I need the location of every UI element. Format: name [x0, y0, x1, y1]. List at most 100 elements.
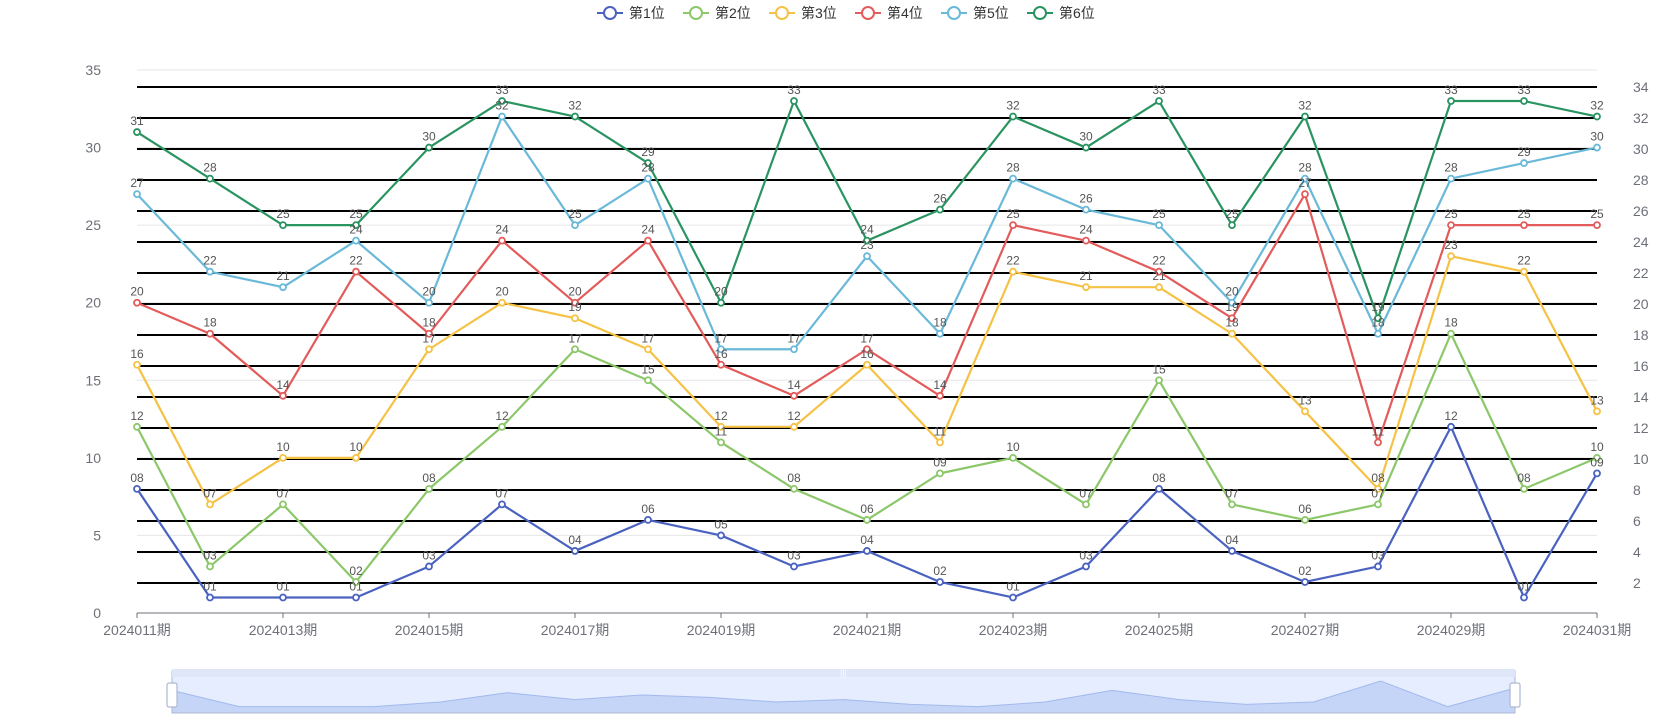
data-point[interactable]: [1520, 159, 1528, 167]
data-point[interactable]: [936, 391, 944, 400]
data-point[interactable]: [1593, 143, 1601, 152]
data-point[interactable]: [425, 143, 433, 152]
data-point[interactable]: [279, 500, 287, 509]
data-point[interactable]: [1520, 267, 1528, 276]
data-point[interactable]: [425, 562, 433, 571]
data-point[interactable]: [1447, 97, 1455, 105]
data-point[interactable]: [717, 360, 725, 369]
data-point[interactable]: [1155, 484, 1163, 493]
data-point[interactable]: [1155, 97, 1163, 105]
data-point[interactable]: [1593, 453, 1601, 462]
legend-item-3[interactable]: 第3位: [769, 5, 837, 21]
data-point[interactable]: [1374, 484, 1382, 493]
data-point[interactable]: [1374, 438, 1382, 447]
data-point[interactable]: [1082, 562, 1090, 571]
data-point[interactable]: [1593, 469, 1601, 478]
data-point[interactable]: [206, 593, 214, 602]
data-point[interactable]: [1155, 267, 1163, 276]
data-point[interactable]: [790, 562, 798, 571]
data-point[interactable]: [1082, 143, 1090, 152]
data-point[interactable]: [1520, 484, 1528, 493]
data-point[interactable]: [498, 298, 506, 307]
data-point[interactable]: [279, 221, 287, 230]
data-point[interactable]: [863, 360, 871, 369]
data-point[interactable]: [936, 205, 944, 214]
data-point[interactable]: [790, 422, 798, 431]
data-point[interactable]: [498, 422, 506, 431]
data-point[interactable]: [1082, 205, 1090, 214]
data-point[interactable]: [1374, 500, 1382, 509]
data-point[interactable]: [717, 531, 725, 540]
data-point[interactable]: [1155, 221, 1163, 230]
data-point[interactable]: [1301, 190, 1309, 199]
zoom-handle-left[interactable]: [166, 682, 178, 708]
data-point[interactable]: [133, 190, 141, 199]
data-point[interactable]: [425, 484, 433, 493]
data-point[interactable]: [498, 500, 506, 509]
data-point[interactable]: [1301, 407, 1309, 416]
data-point[interactable]: [279, 283, 287, 292]
data-point[interactable]: [644, 516, 652, 524]
data-point[interactable]: [1228, 314, 1236, 323]
data-point[interactable]: [571, 345, 579, 354]
data-point[interactable]: [206, 174, 214, 183]
data-point[interactable]: [717, 345, 725, 354]
data-point[interactable]: [1447, 221, 1455, 230]
data-point[interactable]: [279, 593, 287, 602]
data-point[interactable]: [1228, 298, 1236, 307]
data-point[interactable]: [644, 159, 652, 167]
data-point[interactable]: [1009, 593, 1017, 602]
data-point[interactable]: [1228, 547, 1236, 555]
data-point[interactable]: [863, 345, 871, 354]
data-point[interactable]: [790, 391, 798, 400]
data-point[interactable]: [425, 345, 433, 354]
data-point[interactable]: [1155, 376, 1163, 385]
data-point[interactable]: [790, 484, 798, 493]
data-point[interactable]: [936, 438, 944, 447]
legend[interactable]: 第1位 第2位 第3位 第4位 第5位 第6位: [597, 5, 1095, 21]
legend-item-1[interactable]: 第1位: [597, 5, 665, 21]
data-point[interactable]: [1082, 236, 1090, 245]
data-point[interactable]: [279, 453, 287, 462]
data-point[interactable]: [1082, 283, 1090, 292]
data-point[interactable]: [1447, 252, 1455, 261]
data-point[interactable]: [717, 298, 725, 307]
data-point[interactable]: [1520, 221, 1528, 230]
data-point[interactable]: [717, 422, 725, 431]
data-point[interactable]: [644, 236, 652, 245]
data-point[interactable]: [717, 438, 725, 447]
data-point[interactable]: [206, 500, 214, 509]
data-point[interactable]: [133, 128, 141, 136]
legend-item-2[interactable]: 第2位: [683, 5, 751, 21]
data-point[interactable]: [863, 547, 871, 555]
data-point[interactable]: [1301, 516, 1309, 524]
data-point[interactable]: [133, 298, 141, 307]
data-point[interactable]: [1447, 422, 1455, 431]
data-point[interactable]: [1009, 453, 1017, 462]
data-point[interactable]: [1155, 283, 1163, 292]
data-point[interactable]: [352, 221, 360, 230]
data-point[interactable]: [936, 469, 944, 478]
data-point[interactable]: [1593, 112, 1601, 121]
data-point[interactable]: [1593, 221, 1601, 230]
data-point[interactable]: [1593, 407, 1601, 416]
legend-item-5[interactable]: 第5位: [941, 5, 1009, 21]
data-point[interactable]: [1009, 267, 1017, 276]
data-point[interactable]: [571, 547, 579, 555]
data-point[interactable]: [863, 236, 871, 245]
data-point[interactable]: [1301, 578, 1309, 586]
data-point[interactable]: [1374, 329, 1382, 338]
data-point[interactable]: [206, 329, 214, 338]
data-point[interactable]: [571, 221, 579, 230]
data-point[interactable]: [936, 329, 944, 338]
data-point[interactable]: [133, 360, 141, 369]
data-point[interactable]: [571, 112, 579, 121]
data-point[interactable]: [206, 562, 214, 571]
data-point[interactable]: [1009, 174, 1017, 183]
data-point[interactable]: [1520, 97, 1528, 105]
zoom-handle-right[interactable]: [1509, 682, 1521, 708]
data-point[interactable]: [133, 484, 141, 493]
data-point[interactable]: [790, 97, 798, 105]
data-point[interactable]: [1447, 329, 1455, 338]
data-point[interactable]: [1301, 112, 1309, 121]
